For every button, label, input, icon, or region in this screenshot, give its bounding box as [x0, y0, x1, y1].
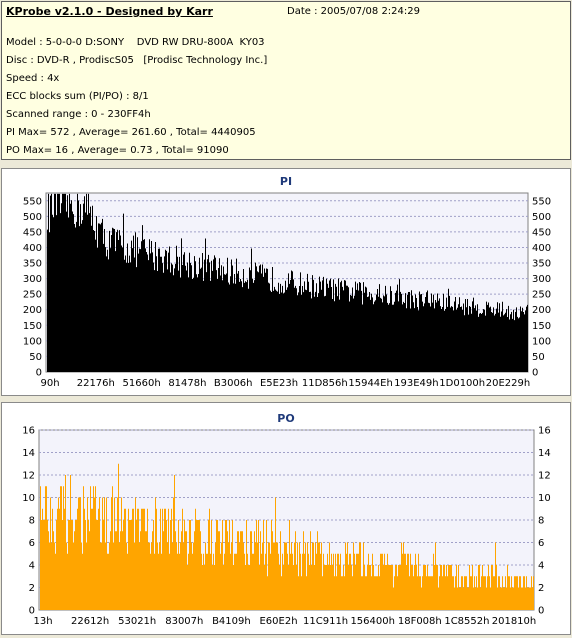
po-ytick-right: 8	[538, 516, 544, 527]
pi-ytick-right: 300	[532, 274, 551, 285]
po-ytick-left: 16	[22, 426, 35, 437]
po-ytick-left: 0	[29, 606, 35, 617]
pi-ytick-left: 400	[23, 243, 42, 254]
pi-ytick-right: 200	[532, 305, 551, 316]
po-ytick-left: 6	[29, 538, 35, 549]
po-xtick: 22612h	[71, 616, 109, 627]
pi-ytick-left: 550	[23, 196, 42, 207]
po-xtick: B4109h	[212, 616, 251, 627]
po-chart-title: PO	[277, 412, 294, 425]
po-xtick: 83007h	[165, 616, 203, 627]
po-ytick-right: 0	[538, 606, 544, 617]
pi-ytick-right: 0	[532, 368, 538, 379]
po-chart-panel: PO 0 0 2 2 4 4 6 6 8 8 10 10 12 12 14 14 16 16 13h 22612h 530…	[1, 402, 571, 635]
pi-ytick-left: 50	[29, 352, 42, 363]
ecc-line: ECC blocks sum (PI/PO) : 8/1	[6, 91, 149, 102]
pi-bar-series	[47, 193, 528, 372]
pi-ytick-left: 100	[23, 336, 42, 347]
po-xtick: 156400h	[350, 616, 395, 627]
po-ytick-right: 2	[538, 583, 544, 594]
po-ytick-right: 10	[538, 493, 551, 504]
pi-xtick: E5E23h	[260, 378, 298, 389]
pi-bars	[47, 193, 528, 372]
pi-xtick: 22176h	[77, 378, 115, 389]
pi-ytick-left: 200	[23, 305, 42, 316]
pi-ytick-left: 0	[36, 368, 42, 379]
pi-ytick-right: 550	[532, 196, 551, 207]
po-xtick: 1C8552h	[444, 616, 489, 627]
pi-ytick-right: 100	[532, 336, 551, 347]
po-ytick-right: 16	[538, 426, 551, 437]
po-ytick-left: 4	[29, 561, 35, 572]
pi-xtick: 15944Eh	[348, 378, 392, 389]
po-ytick-right: 12	[538, 471, 551, 482]
po-ytick-left: 2	[29, 583, 35, 594]
scan-date: Date : 2005/07/08 2:24:29	[287, 6, 420, 17]
po-ytick-left: 10	[22, 493, 35, 504]
po-ytick-left: 14	[22, 448, 35, 459]
pi-ytick-right: 400	[532, 243, 551, 254]
pi-ytick-right: 450	[532, 227, 551, 238]
pi-xtick: 90h	[40, 378, 59, 389]
po-summary-line: PO Max= 16 , Average= 0.73 , Total= 9109…	[6, 145, 229, 156]
pi-summary-line: PI Max= 572 , Average= 261.60 , Total= 4…	[6, 127, 256, 138]
pi-xtick: 11D856h	[302, 378, 348, 389]
po-ytick-left: 12	[22, 471, 35, 482]
pi-ytick-left: 150	[23, 321, 42, 332]
po-ytick-right: 6	[538, 538, 544, 549]
pi-chart-panel: PI 0 0 50 50 100 100 150 150 200 200 250 250 300 300 35…	[1, 168, 571, 396]
pi-ytick-right: 250	[532, 290, 551, 301]
po-ytick-left: 8	[29, 516, 35, 527]
po-bar-series	[40, 463, 534, 610]
po-xtick: E60E2h	[259, 616, 297, 627]
po-chart: PO 0 0 2 2 4 4 6 6 8 8 10 10 12 12 14 14 16 16 13h 22612h 530…	[22, 412, 551, 627]
pi-chart: PI 0 0 50 50 100 100 150 150 200 200 250 250 300 300 35…	[23, 175, 551, 389]
pi-ytick-right: 50	[532, 352, 545, 363]
pi-xtick: 1D0100h	[439, 378, 485, 389]
pi-ytick-left: 300	[23, 274, 42, 285]
pi-xtick: 193E49h	[394, 378, 438, 389]
po-xtick: 18F008h	[398, 616, 442, 627]
pi-xtick: B3006h	[214, 378, 253, 389]
pi-xtick: 20E229h	[486, 378, 530, 389]
pi-ytick-left: 350	[23, 259, 42, 270]
pi-ytick-left: 250	[23, 290, 42, 301]
pi-ytick-right: 150	[532, 321, 551, 332]
po-xtick: 53021h	[118, 616, 156, 627]
po-bars	[40, 463, 534, 610]
disc-line: Disc : DVD-R , ProdiscS05 [Prodisc Techn…	[6, 55, 268, 66]
po-ytick-right: 14	[538, 448, 551, 459]
pi-xtick: 51660h	[123, 378, 161, 389]
pi-xtick: 81478h	[168, 378, 206, 389]
app-title: KProbe v2.1.0 - Designed by Karr	[6, 5, 213, 18]
info-panel: KProbe v2.1.0 - Designed by Karr Date : …	[1, 1, 571, 160]
po-xtick: 11C911h	[303, 616, 348, 627]
po-ytick-right: 4	[538, 561, 544, 572]
speed-line: Speed : 4x	[6, 73, 60, 84]
model-line: Model : 5-0-0-0 D:SONY DVD RW DRU-800A K…	[6, 37, 265, 48]
po-xtick: 13h	[33, 616, 52, 627]
pi-ytick-left: 450	[23, 227, 42, 238]
pi-ytick-right: 500	[532, 212, 551, 223]
pi-ytick-right: 350	[532, 259, 551, 270]
pi-chart-title: PI	[280, 175, 292, 188]
pi-ytick-left: 500	[23, 212, 42, 223]
range-line: Scanned range : 0 - 230FF4h	[6, 109, 151, 120]
po-xtick: 201810h	[492, 616, 537, 627]
